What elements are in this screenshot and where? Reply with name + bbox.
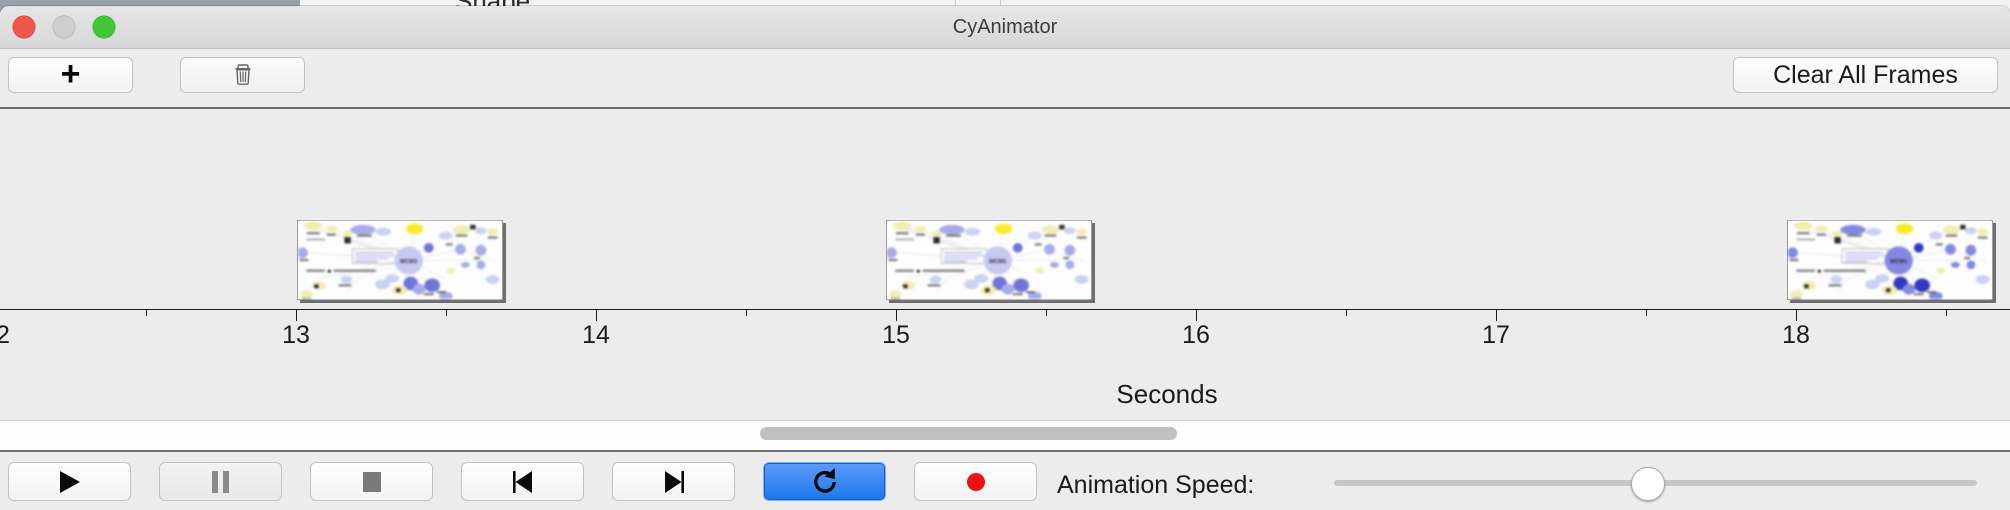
svg-text:MCM1: MCM1	[400, 259, 418, 265]
svg-text:MCM1: MCM1	[989, 259, 1007, 265]
svg-text:MCM1: MCM1	[1890, 259, 1908, 265]
